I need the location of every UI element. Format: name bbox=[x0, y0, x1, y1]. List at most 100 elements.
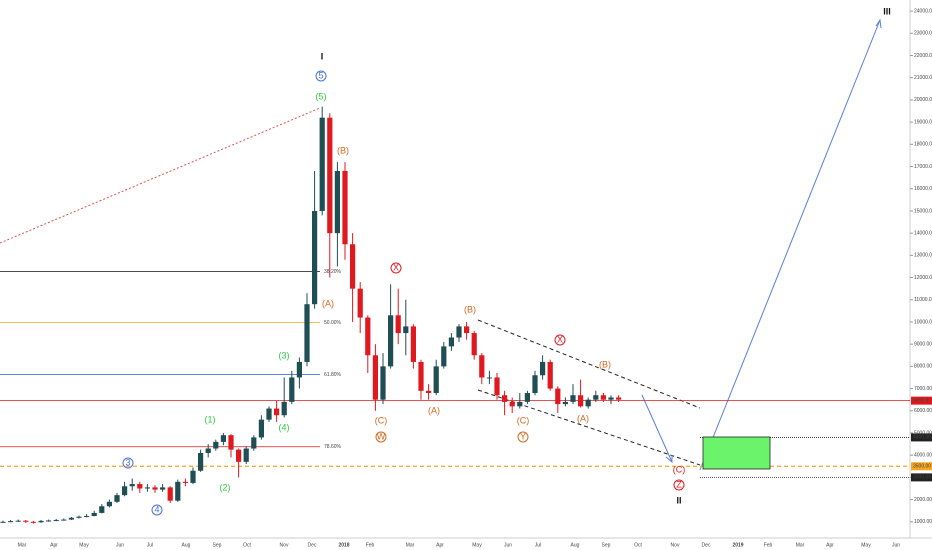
candle-body bbox=[228, 435, 234, 450]
trend-line bbox=[0, 107, 321, 244]
candle-body bbox=[46, 520, 52, 522]
wave-label: (4) bbox=[279, 422, 290, 432]
price-tag-label: 3500.00 bbox=[913, 464, 931, 470]
candle-body bbox=[327, 117, 333, 234]
candle-body bbox=[144, 487, 150, 489]
candle-body bbox=[441, 346, 447, 367]
wave-label: (C) bbox=[517, 415, 530, 425]
wave-label: X bbox=[557, 334, 563, 344]
wave-label: (2) bbox=[220, 482, 231, 492]
candle-body bbox=[99, 506, 105, 513]
x-tick-label: May bbox=[472, 542, 482, 548]
candle-body bbox=[509, 401, 515, 407]
wave-label: 3 bbox=[125, 457, 130, 467]
candle-body bbox=[494, 377, 500, 396]
fib-label: 61.80% bbox=[324, 372, 342, 378]
x-tick-label: Jun bbox=[116, 542, 124, 548]
candle-body bbox=[570, 395, 576, 402]
y-tick-label: 2000.00 bbox=[914, 497, 932, 503]
wave-label: (C) bbox=[673, 464, 686, 474]
candle-body bbox=[578, 395, 584, 407]
candle-body bbox=[562, 401, 568, 405]
price-tag bbox=[911, 473, 932, 482]
fib-label: 78.60% bbox=[324, 444, 342, 450]
candle-body bbox=[395, 315, 401, 334]
candle-body bbox=[479, 355, 485, 378]
y-tick-label: 18000.00 bbox=[914, 142, 932, 148]
candle-body bbox=[106, 501, 112, 507]
y-tick-label: 19000.00 bbox=[914, 119, 932, 125]
wave-circle bbox=[390, 262, 402, 274]
projection-arrow bbox=[641, 394, 673, 463]
x-tick-label: Mar bbox=[406, 542, 415, 548]
wave-label: II bbox=[676, 495, 681, 505]
wave-label: (B) bbox=[464, 304, 476, 314]
candle-body bbox=[53, 520, 59, 522]
candle-body bbox=[403, 326, 409, 334]
candle-body bbox=[68, 517, 74, 520]
wave-circle bbox=[375, 431, 387, 443]
y-tick-label: 1000.00 bbox=[914, 519, 932, 525]
y-tick-label: 23000.00 bbox=[914, 31, 932, 37]
x-tick-label: Jun bbox=[892, 542, 900, 548]
x-tick-label: Jun bbox=[504, 542, 512, 548]
candle-body bbox=[8, 521, 14, 523]
y-tick-label: 22000.00 bbox=[914, 53, 932, 59]
candle-body bbox=[137, 484, 143, 489]
wave-label: Y bbox=[520, 431, 526, 441]
candle-body bbox=[350, 244, 356, 289]
candle-body bbox=[600, 395, 606, 400]
candle-body bbox=[357, 288, 363, 318]
candle-body bbox=[433, 366, 439, 394]
y-tick-label: 5000.00 bbox=[914, 430, 932, 436]
candle-body bbox=[342, 170, 348, 245]
projection-arrow bbox=[699, 19, 881, 471]
candle-body bbox=[540, 361, 546, 376]
channel-upper bbox=[477, 319, 701, 409]
wave-label: 4 bbox=[154, 504, 159, 514]
candle-body bbox=[15, 520, 21, 522]
price-tag bbox=[911, 433, 932, 442]
candle-body bbox=[524, 393, 530, 402]
y-tick-label: 14000.00 bbox=[914, 230, 932, 236]
x-tick-label: Feb bbox=[366, 542, 375, 548]
candle-body bbox=[175, 481, 181, 501]
x-tick-label: Nov bbox=[280, 542, 289, 548]
wave-label: Z bbox=[676, 479, 682, 489]
y-tick-label: 4000.00 bbox=[914, 453, 932, 459]
candle-body bbox=[426, 390, 432, 394]
candle-body bbox=[319, 117, 325, 211]
wave-label: III bbox=[883, 6, 891, 16]
candle-body bbox=[532, 375, 538, 394]
price-tag-label: 6456.51 bbox=[913, 398, 931, 404]
y-tick-label: 12000.00 bbox=[914, 275, 932, 281]
candle-body bbox=[129, 484, 135, 487]
fib-label: 50.00% bbox=[324, 320, 342, 326]
x-tick-label: Sep bbox=[602, 542, 611, 548]
x-tick-label: Jul bbox=[535, 542, 541, 548]
wave-circle bbox=[151, 504, 163, 516]
y-tick-label: 8000.00 bbox=[914, 364, 932, 370]
price-tag-label: 4800.00 bbox=[913, 435, 931, 441]
candle-body bbox=[372, 355, 378, 400]
wave-label: (B) bbox=[337, 145, 349, 155]
x-tick-label: Jul bbox=[147, 542, 153, 548]
candle-body bbox=[122, 486, 128, 496]
y-tick-label: 17000.00 bbox=[914, 164, 932, 170]
candle-body bbox=[0, 521, 6, 523]
candle-body bbox=[274, 408, 280, 416]
candle-body bbox=[410, 326, 416, 362]
x-tick-label: Oct bbox=[634, 542, 642, 548]
candle-body bbox=[91, 512, 97, 517]
x-tick-label: Apr bbox=[826, 542, 834, 548]
wave-circle bbox=[554, 334, 566, 346]
candle-body bbox=[61, 519, 67, 521]
y-tick-label: 10000.00 bbox=[914, 319, 932, 325]
candle-body bbox=[585, 399, 591, 407]
candle-body bbox=[289, 377, 295, 402]
wave-label: (A) bbox=[577, 413, 589, 423]
x-tick-label: 2018 bbox=[338, 542, 349, 548]
candle-body bbox=[220, 435, 226, 442]
candle-body bbox=[456, 326, 462, 338]
